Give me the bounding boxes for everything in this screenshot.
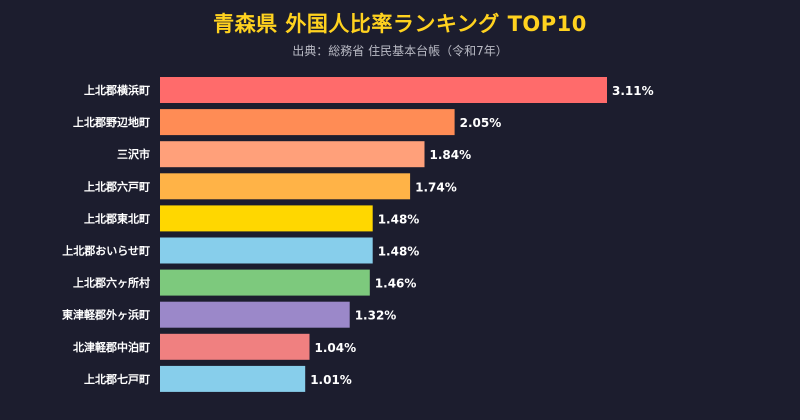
value-label-9: 1.04% <box>315 341 357 355</box>
bar-10 <box>160 365 306 392</box>
value-label-3: 1.84% <box>430 148 472 162</box>
category-label-5: 上北郡東北町 <box>84 211 150 225</box>
bar-9 <box>160 333 310 360</box>
category-label-2: 上北郡野辺地町 <box>73 115 150 129</box>
value-label-7: 1.46% <box>375 277 417 291</box>
category-label-1: 上北郡横浜町 <box>84 83 150 97</box>
value-label-6: 1.48% <box>378 245 420 259</box>
chart-title: 青森県 外国人比率ランキング TOP10 <box>213 12 587 36</box>
value-label-2: 2.05% <box>460 116 502 130</box>
bar-5 <box>160 205 373 232</box>
chart-subtitle: 出典：総務省 住民基本台帳（令和7年） <box>292 44 508 58</box>
value-label-5: 1.48% <box>378 212 420 226</box>
bar-2 <box>160 109 455 136</box>
category-label-10: 上北郡七戸町 <box>84 372 150 386</box>
category-label-3: 三沢市 <box>117 147 150 161</box>
bar-6 <box>160 237 373 264</box>
category-label-7: 上北郡六ヶ所村 <box>73 276 150 290</box>
category-label-4: 上北郡六戸町 <box>84 179 150 193</box>
category-label-8: 東津軽郡外ヶ浜町 <box>62 308 150 322</box>
bar-4 <box>160 173 411 200</box>
bar-1 <box>160 77 607 103</box>
bar-3 <box>160 141 425 168</box>
value-label-8: 1.32% <box>355 309 397 323</box>
bar-7 <box>160 269 370 296</box>
category-label-9: 北津軽郡中泊町 <box>73 340 150 354</box>
value-label-4: 1.74% <box>415 180 457 194</box>
value-label-1: 3.11% <box>612 84 654 98</box>
value-label-10: 1.01% <box>310 373 352 387</box>
category-label-6: 上北郡おいらせ町 <box>62 244 150 258</box>
bar-8 <box>160 301 350 328</box>
